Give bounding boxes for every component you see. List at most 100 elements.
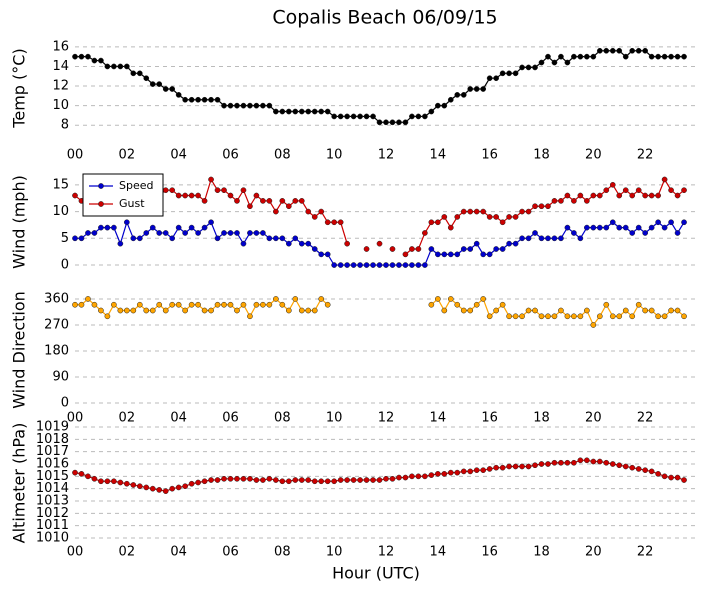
x-tick-label: 22 — [637, 148, 654, 163]
y-tick-label: 1019 — [36, 420, 69, 435]
data-point — [195, 230, 201, 236]
data-point — [525, 307, 532, 314]
data-point — [506, 240, 512, 247]
data-point — [590, 53, 597, 60]
data-point — [305, 307, 312, 314]
x-tick-label: 22 — [637, 545, 654, 560]
data-point — [545, 461, 551, 467]
data-point — [603, 187, 610, 194]
data-point — [149, 307, 156, 314]
data-point — [674, 53, 681, 60]
x-tick-label: 06 — [222, 148, 239, 163]
data-point — [363, 246, 370, 252]
data-point — [486, 251, 493, 258]
data-point — [350, 477, 357, 483]
data-point — [240, 240, 247, 247]
data-point — [156, 230, 163, 236]
data-point — [266, 301, 273, 308]
y-tick-label: 10 — [52, 204, 69, 219]
data-point — [149, 224, 156, 231]
data-point — [292, 235, 299, 242]
data-point — [545, 313, 551, 320]
data-point — [188, 224, 195, 231]
data-point — [525, 64, 532, 71]
data-point — [279, 301, 286, 308]
data-point — [486, 313, 493, 320]
data-point — [584, 307, 590, 314]
data-point — [221, 102, 227, 109]
data-point — [104, 313, 111, 320]
data-point — [234, 198, 240, 204]
data-point — [311, 307, 318, 314]
data-point — [376, 240, 383, 247]
y-axis-label: Temp (°C) — [10, 48, 29, 128]
data-point — [279, 108, 286, 115]
data-point — [661, 53, 668, 60]
data-point — [247, 230, 253, 236]
data-point — [123, 63, 130, 70]
data-point — [609, 181, 616, 188]
data-point — [506, 70, 512, 77]
data-point — [499, 246, 506, 252]
data-point — [486, 466, 493, 472]
data-point — [564, 459, 571, 466]
data-point — [584, 53, 590, 60]
data-point — [98, 478, 104, 485]
data-point — [253, 301, 260, 308]
data-point — [506, 463, 512, 470]
data-point — [72, 192, 78, 199]
data-point — [350, 113, 357, 120]
data-point — [201, 307, 208, 314]
data-point — [551, 313, 558, 320]
data-point — [363, 113, 370, 120]
data-point — [428, 108, 435, 115]
data-point — [648, 224, 655, 231]
data-point — [551, 459, 558, 466]
data-point — [266, 235, 273, 242]
data-point — [331, 262, 338, 268]
data-point — [422, 262, 428, 268]
chart-title: Copalis Beach 06/09/15 — [272, 7, 497, 29]
data-point — [78, 235, 85, 242]
data-point — [350, 262, 357, 268]
y-tick-label: 1016 — [36, 457, 69, 472]
data-point — [441, 307, 448, 314]
data-point — [629, 313, 636, 320]
data-point — [195, 479, 201, 486]
data-point — [661, 224, 668, 231]
y-tick-label: 12 — [52, 79, 69, 94]
y-axis-label: Wind (mph) — [10, 175, 29, 269]
data-point — [318, 108, 325, 115]
data-point — [674, 307, 681, 314]
data-point — [512, 70, 519, 77]
data-point — [460, 208, 467, 215]
y-axis-label: Wind Direction — [10, 291, 29, 409]
x-tick-label: 20 — [585, 411, 602, 426]
data-point — [111, 478, 117, 485]
data-point — [214, 187, 221, 194]
data-point — [156, 487, 163, 493]
data-point — [409, 262, 415, 268]
data-point — [519, 235, 525, 242]
x-tick-label: 18 — [533, 545, 550, 560]
data-point — [648, 307, 655, 314]
data-point — [156, 81, 163, 87]
data-point — [681, 219, 687, 226]
y-tick-label: 0 — [61, 396, 69, 411]
x-tick-label: 14 — [430, 411, 447, 426]
data-point — [486, 214, 493, 220]
data-point — [454, 469, 461, 476]
data-point — [111, 301, 117, 308]
data-point — [162, 307, 169, 314]
data-point — [143, 484, 150, 491]
data-point — [467, 86, 474, 92]
data-point — [175, 192, 182, 199]
data-point — [622, 187, 629, 194]
legend-box — [82, 173, 164, 217]
data-point — [188, 192, 195, 199]
data-point — [253, 192, 260, 199]
data-point — [253, 102, 260, 109]
x-tick-label: 02 — [119, 411, 136, 426]
data-point — [415, 262, 422, 268]
data-point — [260, 102, 266, 109]
